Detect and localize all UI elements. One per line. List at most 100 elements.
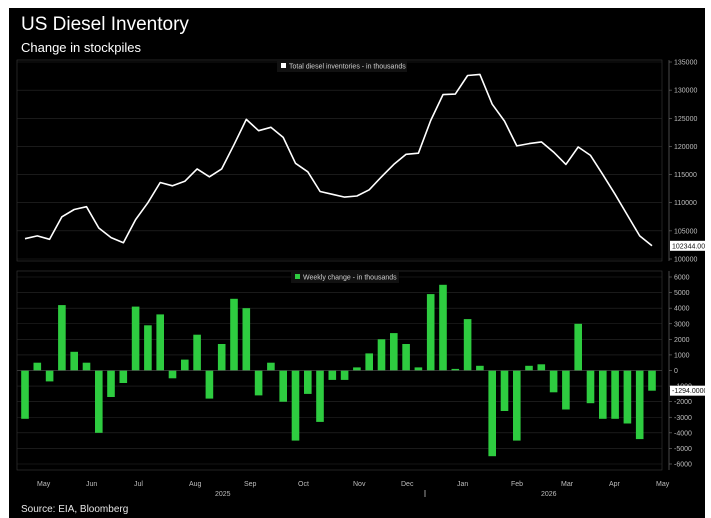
weekly-change-bar — [45, 370, 54, 382]
top-last-value-label: 102344.0000 — [672, 243, 705, 250]
bottom-y-tick-label: 3000 — [674, 321, 690, 328]
weekly-change-bar — [217, 344, 226, 371]
weekly-change-bar — [574, 323, 582, 371]
chart-frame: US Diesel Inventory Change in stockpiles… — [9, 8, 705, 518]
bottom-y-tick-label: -5000 — [674, 446, 692, 453]
weekly-change-bar — [549, 370, 558, 393]
bottom-y-tick-label: -6000 — [674, 462, 692, 469]
top-y-tick-label: 135000 — [674, 60, 697, 67]
bottom-y-tick-label: 6000 — [674, 275, 690, 282]
weekly-change-bar — [513, 370, 521, 441]
weekly-change-bar — [291, 370, 300, 441]
weekly-change-bar — [119, 370, 128, 383]
top-y-tick-label: 120000 — [674, 144, 697, 151]
weekly-change-bar — [328, 370, 337, 380]
weekly-change-bar — [144, 325, 152, 371]
bottom-legend-box — [291, 271, 399, 283]
weekly-change-bar — [525, 365, 533, 371]
weekly-change-bar — [439, 284, 447, 371]
weekly-change-bar — [365, 353, 373, 371]
weekly-change-bar — [488, 370, 496, 457]
top-y-tick-label: 125000 — [674, 116, 697, 123]
weekly-change-bar — [230, 298, 238, 371]
x-month-label: Apr — [609, 481, 621, 488]
weekly-change-bar — [476, 365, 484, 371]
weekly-change-bar — [316, 370, 324, 422]
x-month-label: Jul — [134, 481, 143, 488]
top-legend-swatch — [281, 63, 286, 68]
bottom-last-value-label: -1294.0000 — [672, 388, 705, 395]
weekly-change-bar — [537, 364, 546, 371]
weekly-change-bar — [500, 370, 509, 411]
weekly-change-bar — [156, 314, 164, 371]
x-month-label: May — [37, 481, 51, 488]
weekly-change-bar — [340, 370, 349, 380]
weekly-change-bar — [82, 362, 91, 371]
weekly-change-bar — [168, 370, 177, 379]
x-month-label: Feb — [511, 481, 523, 488]
bottom-y-tick-label: -4000 — [674, 430, 692, 437]
bottom-y-tick-label: 1000 — [674, 352, 690, 359]
x-month-label: Oct — [298, 481, 309, 488]
top-y-tick-label: 130000 — [674, 88, 697, 95]
x-month-label: Mar — [561, 481, 574, 488]
x-year-label: 2026 — [541, 491, 557, 498]
x-year-label: 2025 — [215, 491, 231, 498]
x-month-label: Jan — [457, 481, 468, 488]
weekly-change-bar — [623, 370, 632, 424]
x-month-label: Dec — [401, 481, 414, 488]
weekly-change-bar — [402, 344, 410, 371]
top-y-tick-label: 110000 — [674, 200, 697, 207]
bottom-y-tick-label: 4000 — [674, 306, 690, 313]
chart-title: US Diesel Inventory — [21, 14, 189, 35]
chart-subtitle: Change in stockpiles — [21, 40, 141, 55]
weekly-change-bar — [21, 370, 29, 419]
weekly-change-bar — [377, 339, 386, 371]
weekly-change-bar — [599, 370, 607, 419]
top-legend-box — [277, 60, 407, 72]
x-month-label: Sep — [244, 481, 257, 488]
x-month-label: May — [656, 481, 670, 488]
bottom-y-tick-label: 2000 — [674, 337, 690, 344]
weekly-change-bar — [353, 367, 361, 371]
weekly-change-bar — [205, 370, 214, 399]
source-note: Source: EIA, Bloomberg — [21, 504, 129, 515]
weekly-change-bar — [33, 362, 42, 371]
weekly-change-bar — [414, 367, 423, 371]
top-y-tick-label: 100000 — [674, 257, 697, 264]
top-y-tick-label: 105000 — [674, 228, 697, 235]
weekly-change-bar — [648, 370, 656, 391]
bottom-y-tick-label: 5000 — [674, 290, 690, 297]
x-month-label: Jun — [86, 481, 97, 488]
weekly-change-bar — [304, 370, 312, 394]
bottom-y-tick-label: 0 — [674, 368, 678, 375]
weekly-change-bar — [193, 334, 201, 371]
weekly-change-bar — [254, 370, 263, 396]
weekly-change-bar — [131, 306, 140, 371]
x-month-label: Nov — [353, 481, 366, 488]
weekly-change-bar — [107, 370, 115, 397]
weekly-change-bar — [426, 294, 435, 371]
weekly-change-bar — [70, 351, 78, 371]
top-y-tick-label: 115000 — [674, 172, 697, 179]
weekly-change-bar — [635, 370, 644, 440]
bottom-y-tick-label: -2000 — [674, 399, 692, 406]
weekly-change-bar — [95, 370, 103, 433]
weekly-change-bar — [463, 319, 472, 371]
bottom-legend-label: Weekly change - in thousands — [303, 275, 397, 282]
bottom-last-value-tag — [670, 385, 705, 396]
weekly-change-bar — [586, 370, 595, 404]
top-last-value-tag — [670, 240, 705, 251]
weekly-change-bar — [58, 305, 66, 371]
bottom-y-tick-label: -3000 — [674, 415, 692, 422]
x-month-label: Aug — [189, 481, 202, 488]
inventory-line — [24, 73, 653, 247]
top-legend-label: Total diesel inventories - in thousands — [289, 64, 406, 71]
chart-canvas: 135000 130000 125000 120000 115000 110000 1050… — [16, 60, 705, 498]
weekly-change-bar — [611, 370, 619, 419]
weekly-change-bar — [267, 362, 275, 371]
weekly-change-bar — [390, 333, 398, 371]
weekly-change-bar — [181, 359, 189, 371]
weekly-change-bar — [562, 370, 570, 410]
weekly-change-bar — [242, 308, 251, 371]
